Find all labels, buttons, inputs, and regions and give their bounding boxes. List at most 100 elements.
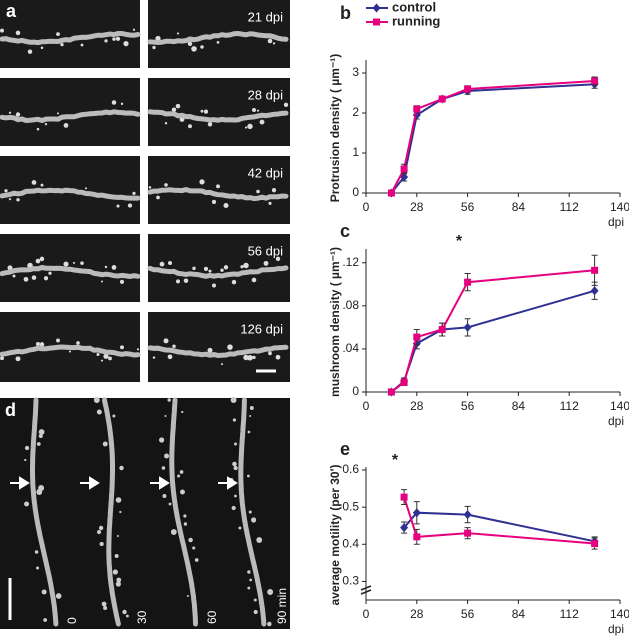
spine	[43, 276, 49, 281]
spine	[183, 278, 189, 283]
spine	[148, 186, 152, 189]
annotation: *	[456, 233, 463, 250]
point	[438, 95, 446, 103]
x-tick-label: 0	[363, 399, 370, 413]
spine	[99, 541, 104, 547]
spine	[4, 189, 8, 193]
spine	[104, 265, 108, 269]
series-line	[390, 83, 595, 194]
y-tick-label: 3	[352, 65, 359, 79]
spine	[251, 517, 257, 523]
spine	[116, 204, 120, 208]
point	[438, 326, 446, 334]
spine	[267, 589, 274, 595]
spine	[180, 489, 185, 495]
point	[463, 322, 472, 332]
dendrite	[0, 187, 141, 201]
spine	[247, 474, 250, 478]
arrow	[10, 476, 30, 490]
spine	[24, 458, 27, 462]
spine	[234, 442, 238, 446]
spine	[27, 49, 33, 54]
spine	[103, 353, 109, 359]
spine	[251, 108, 257, 113]
spine	[176, 279, 180, 284]
spine	[44, 122, 48, 126]
spine	[31, 180, 37, 185]
x-tick-label: 84	[512, 399, 526, 413]
spine	[227, 344, 233, 350]
spine	[163, 338, 169, 344]
spine	[200, 109, 204, 113]
point	[413, 105, 421, 113]
spine	[194, 558, 199, 562]
spine	[167, 261, 173, 266]
legend-label: running	[392, 13, 440, 28]
spine	[15, 112, 21, 117]
x-tick-label: 112	[560, 200, 579, 214]
spine	[247, 123, 253, 130]
spine	[263, 260, 269, 266]
spine	[38, 433, 43, 439]
spine	[179, 470, 184, 474]
spine	[35, 342, 41, 347]
spine	[170, 529, 177, 535]
spine	[192, 546, 196, 550]
series-line	[390, 269, 595, 393]
spine	[272, 42, 276, 45]
spine	[167, 354, 173, 360]
point	[413, 533, 421, 541]
point	[464, 278, 472, 286]
series-line	[403, 496, 595, 545]
spine	[40, 46, 44, 50]
point	[400, 378, 408, 386]
spine	[0, 28, 4, 33]
spine	[249, 414, 252, 418]
point	[400, 523, 409, 533]
spine	[249, 406, 254, 410]
spine	[56, 32, 60, 37]
spine	[238, 526, 242, 530]
spine	[98, 525, 104, 531]
point	[400, 165, 408, 173]
spine	[256, 109, 260, 112]
spine	[96, 352, 100, 357]
y-tick-label: 2	[352, 105, 359, 119]
point	[412, 508, 421, 518]
spine	[24, 501, 30, 507]
spine	[188, 537, 193, 543]
time-label: 60	[205, 610, 219, 624]
spine	[211, 283, 217, 288]
spine	[187, 41, 193, 47]
spine	[199, 179, 205, 185]
spine	[36, 442, 41, 446]
time-label: 126 dpi	[240, 321, 283, 336]
spine	[119, 510, 122, 514]
point	[591, 540, 599, 548]
spine	[164, 414, 167, 418]
spine	[56, 112, 60, 115]
y-tick-label: 0	[352, 384, 359, 398]
spine	[112, 414, 116, 418]
spine	[112, 37, 116, 41]
point	[387, 189, 395, 197]
spine	[120, 345, 124, 350]
spine	[31, 275, 37, 280]
point	[387, 388, 395, 396]
spine	[240, 265, 244, 269]
x-tick-label: 28	[410, 607, 424, 621]
spine	[247, 354, 253, 361]
x-axis-label: dpi	[608, 622, 624, 636]
y-tick-label: 0.5	[342, 499, 359, 513]
spine	[116, 534, 119, 538]
spine	[24, 445, 30, 451]
spine	[12, 274, 16, 278]
spine	[56, 338, 60, 343]
spine	[84, 187, 88, 190]
spine	[104, 39, 108, 43]
spine	[159, 261, 165, 267]
point	[413, 333, 421, 341]
spine	[168, 502, 172, 506]
x-tick-label: 0	[363, 607, 370, 621]
y-tick-label: .04	[342, 341, 359, 355]
